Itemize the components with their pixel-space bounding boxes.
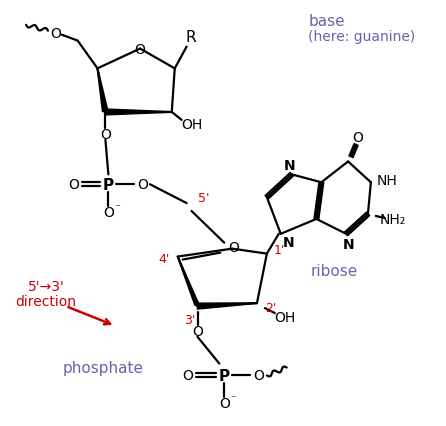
Text: N: N bbox=[284, 159, 295, 173]
Text: ⁻: ⁻ bbox=[114, 203, 120, 213]
Text: R: R bbox=[185, 30, 196, 45]
Text: direction: direction bbox=[16, 294, 76, 308]
Text: O: O bbox=[103, 205, 114, 219]
Text: OH: OH bbox=[274, 310, 295, 324]
Text: O: O bbox=[192, 324, 203, 338]
Text: NH₂: NH₂ bbox=[380, 213, 406, 226]
Text: O: O bbox=[229, 240, 240, 254]
Text: base: base bbox=[309, 14, 345, 29]
Text: 2': 2' bbox=[265, 301, 277, 314]
Polygon shape bbox=[178, 257, 200, 308]
Text: O: O bbox=[353, 130, 363, 144]
Text: (here: guanine): (here: guanine) bbox=[309, 30, 416, 43]
Text: 1': 1' bbox=[274, 244, 285, 256]
Text: ribose: ribose bbox=[310, 263, 358, 278]
Polygon shape bbox=[198, 303, 257, 309]
Text: P: P bbox=[103, 177, 114, 192]
Text: O: O bbox=[182, 368, 193, 383]
Text: O: O bbox=[138, 178, 149, 192]
Polygon shape bbox=[97, 69, 108, 113]
Text: P: P bbox=[219, 368, 230, 383]
Polygon shape bbox=[105, 110, 172, 115]
Text: 5': 5' bbox=[198, 191, 209, 204]
Text: O: O bbox=[253, 368, 264, 383]
Text: N: N bbox=[283, 235, 294, 249]
Text: O: O bbox=[219, 396, 230, 410]
Text: NH: NH bbox=[376, 174, 397, 188]
Text: O: O bbox=[135, 43, 145, 56]
Text: 3': 3' bbox=[184, 314, 195, 327]
Text: 4': 4' bbox=[158, 253, 169, 265]
Text: 5'→3': 5'→3' bbox=[28, 279, 64, 294]
Text: ⁻: ⁻ bbox=[230, 393, 236, 403]
Text: OH: OH bbox=[181, 118, 202, 132]
Text: O: O bbox=[100, 127, 111, 141]
Text: N: N bbox=[342, 237, 354, 251]
Text: O: O bbox=[68, 178, 79, 192]
Text: phosphate: phosphate bbox=[63, 360, 144, 375]
Text: O: O bbox=[50, 27, 61, 40]
